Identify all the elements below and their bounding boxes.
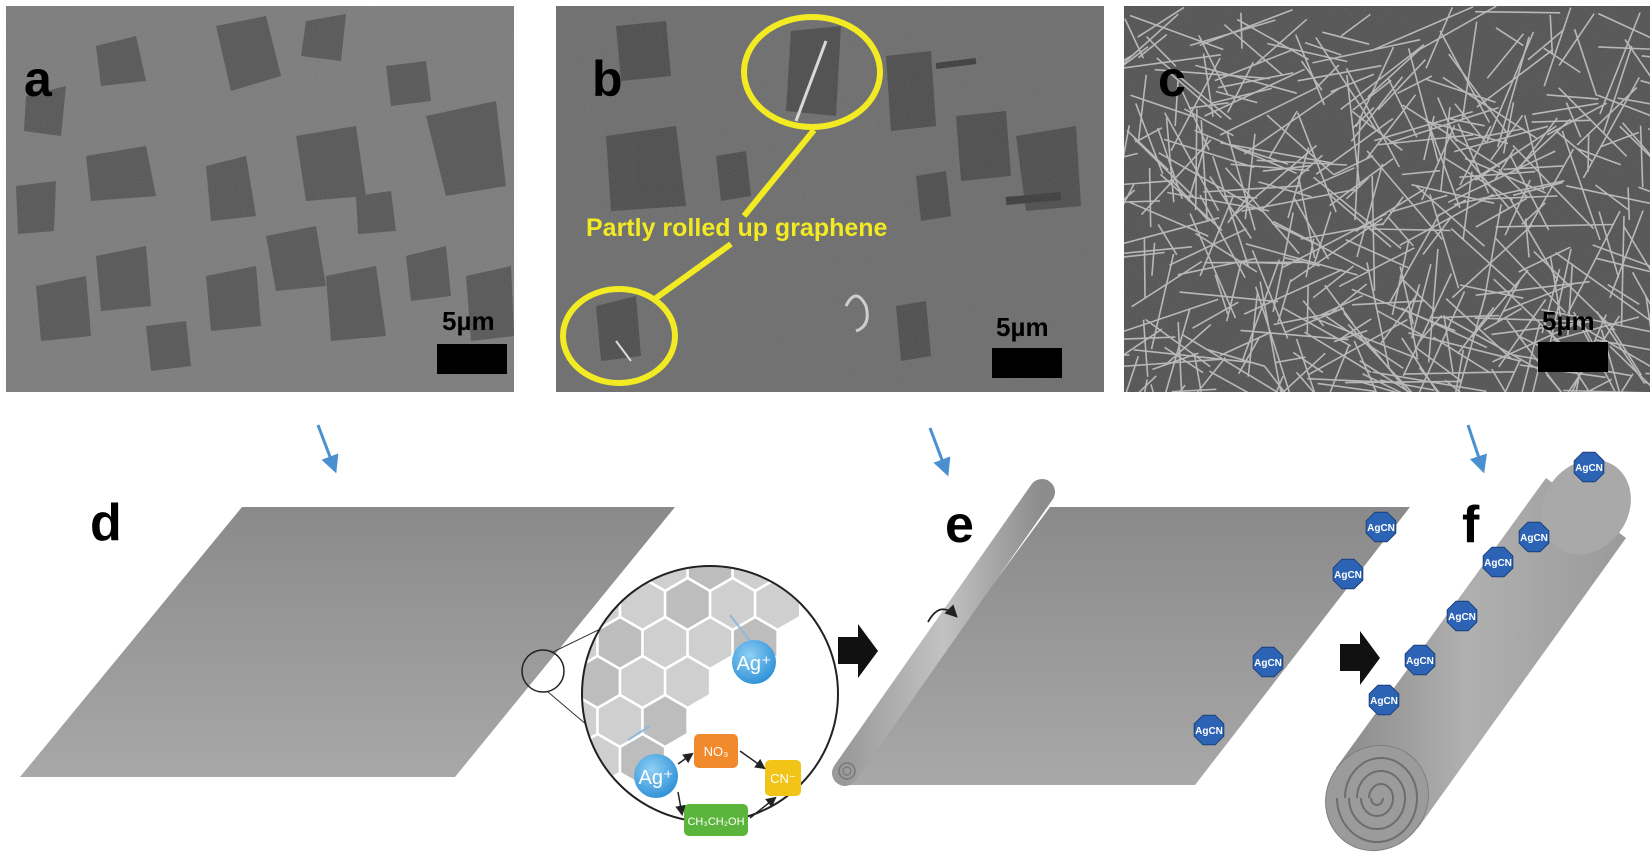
ag-ion-label-2: Ag⁺: [638, 767, 673, 789]
agcn-marker: AgCN: [1482, 546, 1514, 578]
agcn-label: AgCN: [1370, 696, 1398, 707]
scale-bar-label-c: 5µm: [1542, 306, 1595, 336]
sem-image-a: [6, 6, 514, 392]
cyanide-label: CN⁻: [770, 771, 796, 786]
agcn-marker: AgCN: [1365, 511, 1397, 543]
scale-bar-label-b: 5µm: [996, 312, 1049, 342]
scale-bar-c: [1538, 342, 1608, 372]
nitrate-box: [694, 734, 738, 768]
panel-label-c: c: [1158, 51, 1186, 107]
sem-panel-c: c 5µm: [1124, 6, 1650, 392]
agcn-label: AgCN: [1575, 463, 1603, 474]
panel-label-a: a: [24, 51, 52, 107]
agcn-label: AgCN: [1406, 656, 1434, 667]
nitrate-label: NO₃: [704, 744, 729, 759]
agcn-label: AgCN: [1520, 533, 1548, 544]
sem-image-c: [1124, 6, 1650, 392]
panel-label-f: f: [1462, 496, 1480, 554]
cyanide-box: [765, 760, 801, 796]
agcn-marker: AgCN: [1573, 451, 1605, 483]
agcn-marker: AgCN: [1332, 558, 1364, 590]
process-arrow-1: [838, 624, 878, 678]
pointer-arrow-b: [928, 427, 951, 477]
pointer-arrow-c: [1466, 424, 1487, 474]
agcn-marker: AgCN: [1404, 644, 1436, 676]
rolled-edge-rod: [832, 479, 1055, 786]
scale-bar-a: [437, 344, 507, 374]
agcn-marker: AgCN: [1252, 646, 1284, 678]
ethanol-label: CH₃CH₂OH: [687, 816, 744, 828]
agcn-label: AgCN: [1254, 658, 1282, 669]
sem-image-b: [556, 6, 1104, 392]
annotation-partly-rolled-graphene: Partly rolled up graphene: [586, 214, 888, 242]
agcn-label: AgCN: [1448, 612, 1476, 623]
magnify-circle: [521, 649, 565, 693]
ag-ion-label-1: Ag⁺: [736, 653, 771, 675]
sem-panel-b: b Partly rolled up graphene 5µm: [556, 6, 1104, 392]
schematic-diagram: d e f Ag⁺ Ag⁺ NO₃ CN⁻ CH₃CH₂OH: [20, 424, 1631, 852]
scale-bar-b: [992, 348, 1062, 378]
panel-label-d: d: [90, 494, 122, 552]
scale-bar-label-a: 5µm: [442, 306, 495, 336]
panel-label-b: b: [592, 51, 623, 107]
partly-rolled-sheet: [845, 507, 1410, 785]
agcn-label: AgCN: [1195, 726, 1223, 737]
agcn-label: AgCN: [1334, 570, 1362, 581]
ag-ion-2: [634, 754, 678, 798]
agcn-marker: AgCN: [1193, 714, 1225, 746]
rolling-direction-arrow: [927, 604, 958, 623]
sem-panel-a: a 5µm: [6, 6, 514, 392]
agcn-marker: AgCN: [1518, 521, 1550, 553]
ag-ion-1: [732, 640, 776, 684]
agcn-marker: AgCN: [1446, 600, 1478, 632]
ethanol-box: [684, 804, 748, 836]
agcn-label: AgCN: [1484, 558, 1512, 569]
pointer-arrow-a: [316, 424, 339, 474]
flat-graphene-sheet: [20, 507, 675, 777]
process-arrow-2: [1340, 631, 1380, 685]
rolled-graphene-tube: [1325, 459, 1631, 852]
rolled-graphene-callout: [560, 14, 883, 386]
agcn-marker: AgCN: [1368, 684, 1400, 716]
panel-label-e: e: [945, 496, 974, 554]
agcn-label: AgCN: [1367, 523, 1395, 534]
